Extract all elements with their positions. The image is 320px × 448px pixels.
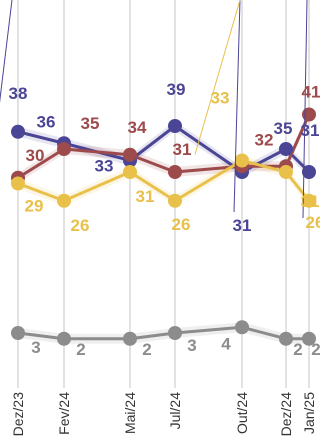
red-label-2: 34 (128, 118, 147, 137)
red-label-0: 30 (26, 146, 45, 165)
yellow-point-0 (11, 176, 25, 191)
red-point-6 (302, 107, 316, 122)
purple-label-5: 35 (274, 119, 293, 138)
purple-label-3: 39 (167, 80, 186, 99)
yellow-label-4: 33 (211, 89, 230, 108)
gray-label-5: 2 (293, 340, 302, 359)
purple-label-4: 31 (233, 216, 252, 235)
gray-label-2: 2 (142, 340, 151, 359)
yellow-point-6 (302, 193, 316, 208)
yellow-leader-line-3 (194, 0, 241, 155)
gray-point-6 (302, 331, 316, 346)
purple-label-0: 38 (9, 84, 28, 103)
red-point-3 (168, 165, 182, 179)
x-tick-label-0: Dez/23 (10, 392, 26, 437)
gray-point-0 (11, 326, 25, 340)
x-tick-label-3: Jul/24 (167, 392, 183, 430)
purple-point-5 (279, 142, 293, 156)
red-label-6: 41 (302, 83, 320, 102)
yellow-label-1: 26 (71, 216, 90, 235)
gray-point-1 (57, 331, 71, 346)
x-tick-label-2: Mai/24 (122, 392, 138, 434)
yellow-point-3 (168, 193, 182, 208)
gray-point-5 (279, 331, 293, 346)
series-points (11, 107, 316, 346)
purple-label-6: 31 (301, 121, 320, 140)
x-tick-label-1: Fev/24 (56, 392, 72, 435)
purple-label-1: 36 (37, 112, 56, 131)
yellow-point-2 (123, 165, 137, 179)
gray-label-6: 2 (311, 340, 320, 359)
red-point-1 (57, 142, 71, 156)
x-tick-label-5: Dez/24 (278, 392, 294, 437)
gray-label-4: 4 (221, 334, 231, 353)
red-label-3: 31 (173, 140, 192, 159)
gray-point-3 (168, 326, 182, 340)
yellow-label-5: 31 (301, 192, 320, 211)
yellow-label-2: 31 (136, 187, 155, 206)
gray-point-2 (123, 331, 137, 346)
gray-label-3: 3 (187, 336, 196, 355)
gray-label-0: 3 (31, 338, 40, 357)
x-tick-label-6: Jan/25 (301, 392, 317, 434)
yellow-point-5 (279, 165, 293, 179)
purple-leader-line-2 (302, 0, 308, 219)
purple-point-0 (11, 124, 25, 139)
red-point-2 (123, 147, 137, 162)
yellow-label-6: 26 (306, 213, 320, 232)
x-axis-ticks: Dez/23 Fev/24 Mai/24 Jul/24 Out/24 Dez/24 Jan/… (10, 392, 317, 437)
purple-leader-line-1 (233, 0, 241, 213)
red-label-1: 35 (81, 114, 100, 133)
x-tick-label-4: Out/24 (234, 392, 250, 434)
purple-point-6 (302, 165, 316, 179)
gray-point-4 (235, 320, 249, 335)
yellow-point-1 (57, 193, 71, 208)
vertical-gridlines (17, 0, 310, 388)
purple-point-3 (168, 119, 182, 133)
purple-leader-line-0 (0, 0, 13, 103)
yellow-label-3: 26 (172, 215, 191, 234)
red-label-4: 32 (255, 130, 274, 149)
purple-label-2: 33 (95, 157, 114, 176)
yellow-label-0: 29 (25, 197, 44, 216)
yellow-point-4 (235, 153, 249, 168)
gray-label-1: 2 (76, 340, 85, 359)
